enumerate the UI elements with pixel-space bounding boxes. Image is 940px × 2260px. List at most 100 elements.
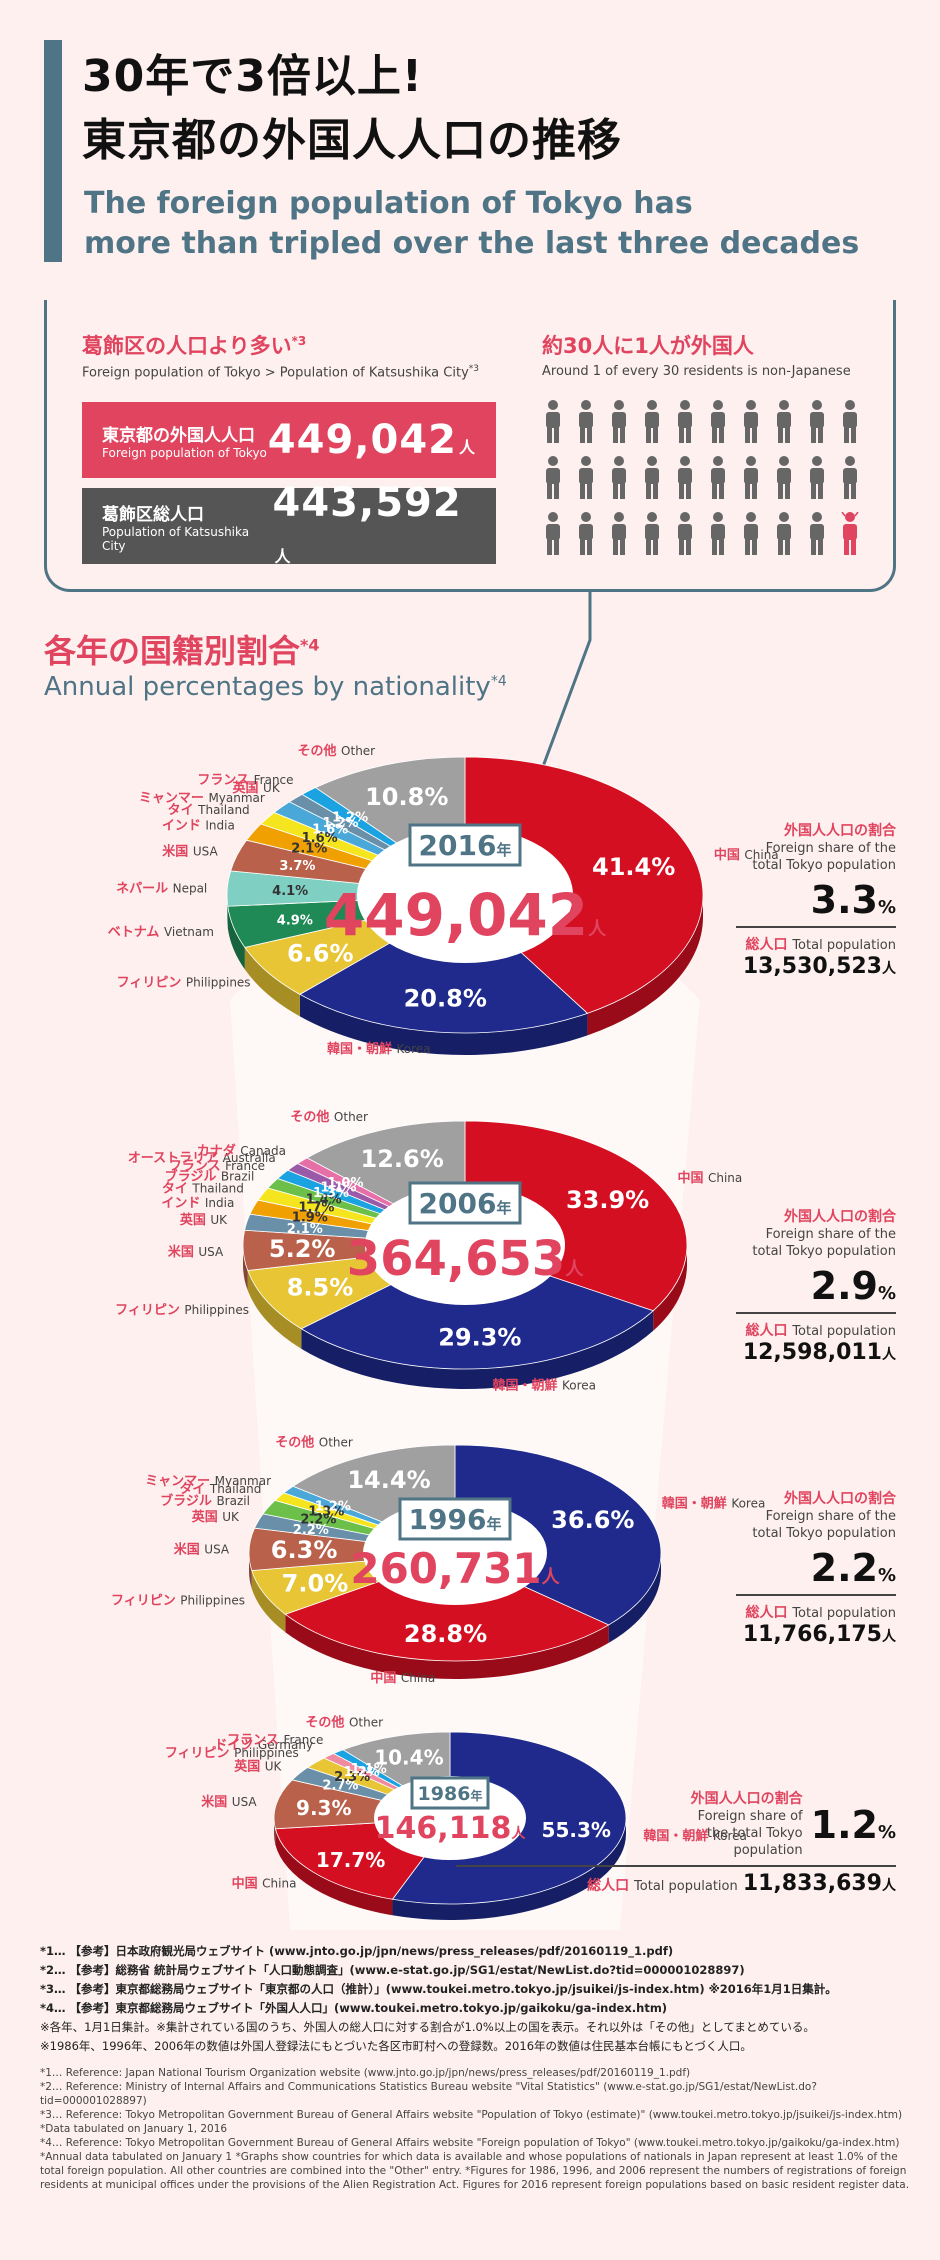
slice-value-uk: 2.7% [322,1778,358,1793]
donut-chart-1986: 55.3% 17.7% 9.3% 2.7%2.3%1.2%1.1%10.4% 韓国・朝鮮… [165,1714,747,1920]
category-label-india: インド India [161,1196,234,1211]
category-label-usa: 米国 USA [174,1542,230,1558]
category-label-usa: 米国 USA [201,1794,257,1810]
year-box [410,1776,490,1810]
note-en-2: *2… Reference: Ministry of Internal Affa… [40,2081,817,2107]
slice-wall-usa [243,1245,248,1291]
person-icon [707,456,729,500]
slice-value-uk: 1.2% [322,816,358,831]
slice-wall-philippines [247,1270,302,1349]
person-icon [608,400,630,444]
ratio-heading-en: Around 1 of every 30 residents is non-Ja… [542,364,851,379]
note-jp-6: ※1986年、1996年、2006年の数値は外国人登録法にもとづいた各区市町村へ… [40,2039,752,2053]
person-icon [608,456,630,500]
note-en-1: *1… Reference: Japan National Tourism Or… [40,2067,691,2079]
share-value: 1.2% [810,1802,896,1847]
person-icon [542,400,564,444]
category-label-france: フランス France [227,1733,323,1748]
slice-value-other: 10.8% [365,783,448,811]
person-icon [740,456,762,500]
slice-wall-china [275,1828,393,1916]
donut-chart-2006: 33.9% 29.3% 8.5% 5.2%2.1%1.9%1.7%1.4%1.3%1.… [115,1109,742,1394]
slice-value-other: 14.4% [347,1466,430,1494]
person-icon [839,456,861,500]
section-heading-en: Annual percentages by nationality*4 [44,672,507,702]
info-block-1986: 外国人人口の割合 Foreign share of the total Tokyo… [456,1790,896,1896]
connector-line [523,592,592,816]
person-icon [806,400,828,444]
share-label-jp: 外国人人口の割合 [784,1209,896,1225]
katsushika-label-en: Population of Katsushika City [102,524,250,553]
slice-wall-korea [392,1818,626,1920]
person-icon [773,512,795,556]
ratio-heading: 約30人に1人が外国人 Around 1 of every 30 residen… [542,330,851,379]
slice-wall-philippines [251,1570,286,1633]
year-box [398,1497,512,1541]
total-population: 12,598,011人 [742,1340,896,1365]
pop-label: 総人口 Total population [745,937,896,953]
category-label-china: 中国 China [677,1170,742,1186]
foreign-population-bar: 東京都の外国人人口 Foreign population of Tokyo 44… [82,402,496,478]
info-block-2016: 外国人人口の割合 Foreign share of the total Tokyo… [736,822,896,979]
note-jp-4: *4… 【参考】東京都総務局ウェブサイト「外国人人口」(www.toukei.m… [40,2001,668,2015]
share-label-en: Foreign share of the total Tokyo populat… [752,841,896,873]
slice-value-nepal: 4.1% [272,884,308,899]
category-label-korea: 韓国・朝鮮 Korea [662,1495,766,1511]
category-label-china: 中国 China [232,1875,297,1891]
category-label-usa: 米国 USA [168,1244,224,1260]
category-label-nepal: ネパール Nepal [116,882,207,897]
info-block-2006: 外国人人口の割合 Foreign share of the total Tokyo… [736,1208,896,1365]
donut-chart-1996: 36.6%28.8%7.0%6.3%2.2%2.2%1.3%1.2%14.4%韓… [111,1434,765,1685]
person-icon [542,512,564,556]
slice-value-philippines: 7.0% [282,1569,349,1597]
category-label-myanmar: ミャンマー Myanmar [145,1474,271,1489]
slice-value-china: 33.9% [566,1186,649,1214]
comparison-heading-en-note: *3 [468,364,479,374]
slice-value-india: 1.9% [292,1211,328,1226]
category-label-germany: ドイツ Germany [214,1738,313,1753]
total-population: 11,766,175人 [742,1622,896,1647]
slice-value-vietnam: 4.9% [277,913,313,928]
share-label-en: Foreign share of the total Tokyo populat… [697,1809,803,1858]
total-foreign-population: 364,653人 [347,1231,585,1287]
category-label-korea: 韓国・朝鮮 Korea [643,1828,747,1844]
category-label-thailand: タイ Thailand [168,803,250,818]
category-label-france: フランス France [169,1159,265,1174]
category-label-uk: 英国 UK [179,1212,228,1228]
pop-label: 総人口 Total population [745,1323,896,1339]
katsushika-population-unit: 人 [274,547,292,566]
slice-wall-korea [299,994,588,1055]
slice-value-brazil: 2.2% [300,1513,336,1528]
title-en-line1: The foreign population of Tokyo has [84,186,693,221]
section-heading-en-text: Annual percentages by nationality [44,672,491,702]
section-heading-en-note: *4 [490,673,507,690]
category-label-uk: 英国 UK [233,1758,282,1774]
katsushika-label-jp: 葛飾区総人口 [102,504,204,525]
person-icon [575,400,597,444]
person-icon [674,400,696,444]
category-label-uk: 英国 UK [191,1509,240,1525]
category-label-india: インド India [162,819,235,834]
person-icon [707,512,729,556]
slice-value-china: 28.8% [404,1620,487,1648]
pop-label: 総人口 Total population [587,1878,738,1894]
slice-value-korea: 20.8% [404,984,487,1012]
slice-value-usa: 9.3% [296,1796,351,1820]
slice-wall-korea [608,1553,661,1643]
info-divider [736,1312,896,1314]
category-label-thailand: タイ Thailand [179,1482,261,1497]
slice-wall-philippines [244,947,300,1017]
person-icon [641,400,663,444]
ratio-heading-jp: 約30人に1人が外国人 [542,334,754,358]
slice-wall-china [587,895,703,1036]
person-icon [674,456,696,500]
category-label-brazil: ブラジル Brazil [165,1168,255,1184]
slice-value-philippines: 6.6% [287,939,354,967]
total-foreign-population: 146,118人 [375,1811,527,1846]
slice-value-australia: 1.1% [320,1180,356,1195]
slice-value-usa: 5.2% [269,1235,336,1263]
person-icon [839,400,861,444]
category-label-korea: 韓国・朝鮮 Korea [492,1377,596,1393]
katsushika-population-bar: 葛飾区総人口 Population of Katsushika City 443… [82,480,496,566]
